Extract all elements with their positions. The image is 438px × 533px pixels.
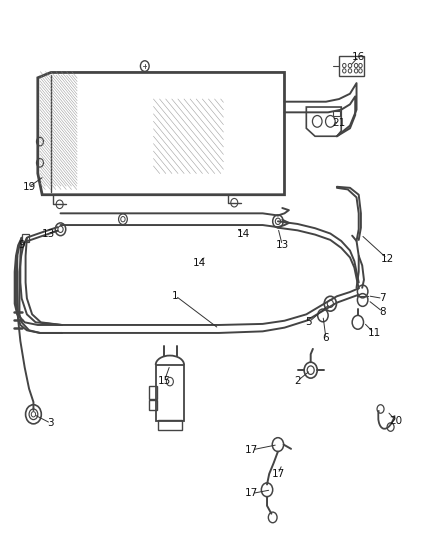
Text: 17: 17 bbox=[245, 445, 258, 455]
Text: 13: 13 bbox=[276, 240, 289, 250]
Bar bbox=[149, 400, 157, 410]
Text: 9: 9 bbox=[18, 240, 25, 250]
Text: 6: 6 bbox=[323, 333, 329, 343]
Text: 17: 17 bbox=[245, 489, 258, 498]
Text: 2: 2 bbox=[294, 376, 301, 386]
Text: 7: 7 bbox=[379, 293, 386, 303]
Bar bbox=[339, 56, 364, 76]
Text: 20: 20 bbox=[389, 416, 403, 426]
Text: 1: 1 bbox=[172, 290, 179, 301]
Text: 12: 12 bbox=[381, 254, 394, 263]
Bar bbox=[158, 419, 182, 430]
Text: 15: 15 bbox=[158, 376, 171, 386]
Text: 3: 3 bbox=[48, 418, 54, 429]
Text: 16: 16 bbox=[352, 52, 365, 61]
Text: 14: 14 bbox=[193, 258, 206, 268]
Bar bbox=[21, 234, 28, 241]
Text: 19: 19 bbox=[22, 182, 36, 192]
Bar bbox=[155, 365, 184, 421]
Text: 11: 11 bbox=[367, 328, 381, 338]
Text: 21: 21 bbox=[332, 118, 346, 128]
Text: 5: 5 bbox=[305, 317, 312, 327]
Text: 13: 13 bbox=[42, 229, 55, 239]
Text: 14: 14 bbox=[237, 229, 250, 239]
Bar bbox=[332, 111, 340, 116]
Bar bbox=[149, 386, 157, 399]
Text: 17: 17 bbox=[271, 469, 285, 479]
Text: 8: 8 bbox=[379, 306, 386, 317]
